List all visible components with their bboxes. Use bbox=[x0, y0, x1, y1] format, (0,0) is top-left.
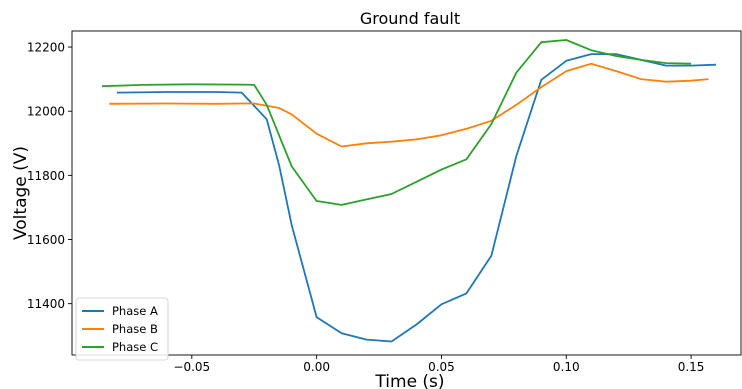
y-tick-label: 11400 bbox=[27, 297, 65, 311]
x-axis-label: Time (s) bbox=[374, 372, 444, 389]
y-tick-label: 11800 bbox=[27, 169, 65, 183]
plot-frame bbox=[71, 30, 742, 356]
x-tick-label: 0.15 bbox=[678, 360, 705, 374]
series-line-phase-b bbox=[109, 62, 709, 148]
y-tick-label: 12000 bbox=[27, 105, 65, 119]
x-tick-label: −0.05 bbox=[173, 360, 210, 374]
legend-label-phase-a: Phase A bbox=[112, 304, 158, 318]
y-axis-label: Voltage (V) bbox=[11, 146, 31, 240]
legend-box bbox=[75, 297, 169, 361]
series-line-phase-a bbox=[116, 53, 717, 343]
series-layer bbox=[101, 39, 717, 343]
x-tick-label: 0.00 bbox=[303, 360, 330, 374]
y-tick-label: 12200 bbox=[27, 41, 65, 55]
legend-label-phase-c: Phase C bbox=[112, 340, 158, 354]
ticks-layer: −0.05 0.00 0.05 0.10 0.15 11400 11600 11800 1200… bbox=[27, 41, 705, 374]
series-line-phase-c bbox=[101, 39, 692, 206]
chart-title: Ground fault bbox=[360, 9, 460, 28]
x-tick-label: 0.10 bbox=[553, 360, 580, 374]
x-tick-label: 0.05 bbox=[428, 360, 455, 374]
y-tick-label: 11600 bbox=[27, 233, 65, 247]
legend-label-phase-b: Phase B bbox=[112, 322, 158, 336]
legend: Phase A Phase B Phase C bbox=[75, 297, 169, 361]
